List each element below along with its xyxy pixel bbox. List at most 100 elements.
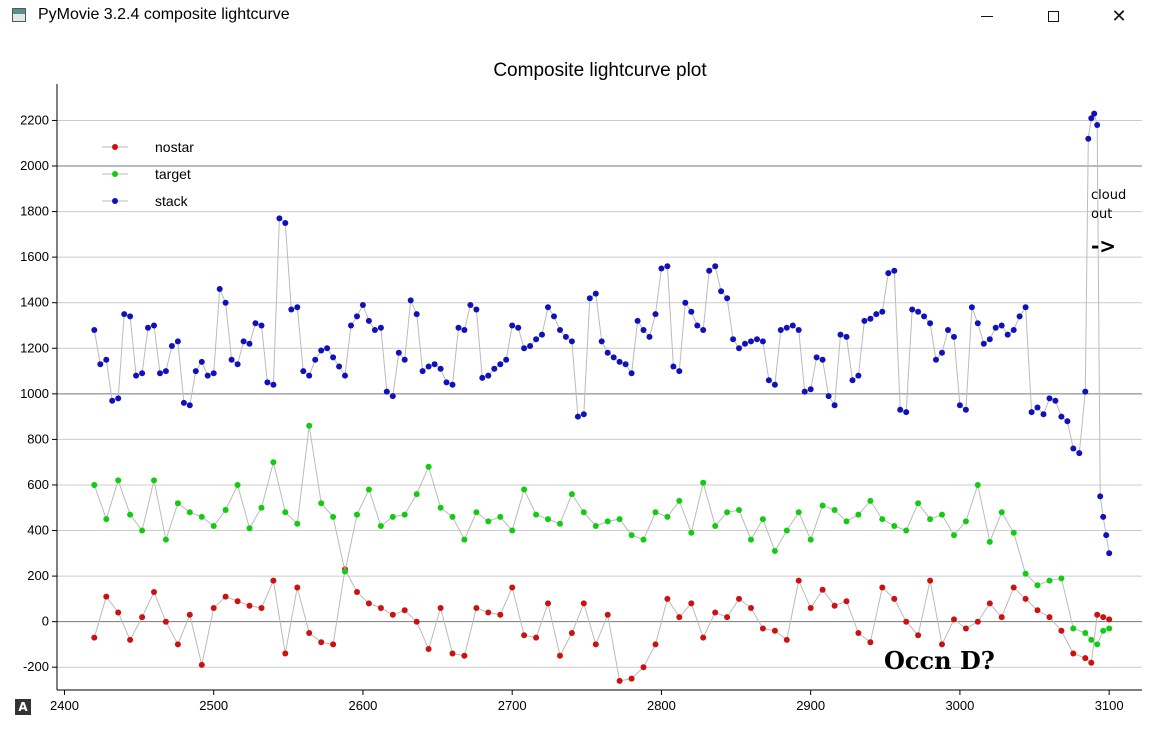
- data-point-stack: [371, 327, 378, 333]
- data-point-target: [843, 518, 850, 525]
- data-point-target: [580, 509, 587, 516]
- data-point-target: [891, 523, 898, 529]
- data-point-nostar: [282, 650, 289, 657]
- data-point-target: [915, 500, 922, 507]
- data-point-target: [819, 502, 826, 509]
- data-point-target: [652, 509, 659, 516]
- x-tick-label: 3000: [945, 698, 974, 713]
- data-point-stack: [622, 361, 629, 368]
- data-point-stack: [210, 370, 217, 377]
- data-point-target: [557, 520, 563, 527]
- data-point-target: [748, 536, 754, 543]
- data-point-stack: [718, 288, 725, 295]
- data-point-stack: [1097, 493, 1104, 500]
- data-point-nostar: [986, 600, 993, 607]
- data-point-target: [318, 500, 325, 507]
- data-point-stack: [145, 324, 151, 331]
- data-point-stack: [1100, 513, 1107, 520]
- data-point-target: [425, 463, 432, 470]
- maximize-icon: [1047, 10, 1059, 22]
- minimize-button[interactable]: [964, 0, 1010, 32]
- x-tick-label: 3100: [1095, 698, 1124, 713]
- data-point-stack: [1052, 397, 1059, 404]
- data-point-stack: [449, 381, 456, 388]
- data-point-stack: [1094, 122, 1101, 128]
- data-point-stack: [748, 338, 754, 345]
- data-point-stack: [204, 372, 211, 379]
- data-point-stack: [479, 374, 486, 381]
- data-point-target: [186, 509, 193, 516]
- title-bar[interactable]: PyMovie 3.2.4 composite lightcurve ✕: [0, 0, 1152, 32]
- data-point-stack: [1040, 411, 1047, 418]
- data-point-nostar: [951, 616, 957, 623]
- occultation-annotation: Occn D?: [884, 646, 995, 675]
- y-tick-label: 400: [27, 523, 49, 538]
- data-point-nostar: [461, 652, 468, 659]
- data-point-stack: [1034, 404, 1041, 411]
- data-point-stack: [133, 372, 140, 379]
- data-point-nostar: [354, 589, 360, 595]
- data-point-nostar: [1058, 627, 1065, 634]
- data-point-stack: [676, 368, 683, 375]
- data-point-nostar: [222, 593, 229, 600]
- data-point-nostar: [700, 634, 707, 641]
- auto-range-button[interactable]: A: [15, 699, 31, 715]
- data-point-stack: [933, 356, 939, 363]
- data-point-target: [831, 507, 838, 513]
- y-tick-label: 2200: [20, 112, 49, 127]
- data-point-stack: [192, 368, 199, 375]
- data-point-stack: [455, 324, 462, 331]
- data-point-target: [1058, 575, 1065, 582]
- data-point-target: [461, 536, 468, 543]
- data-point-stack: [682, 299, 689, 306]
- data-point-target: [867, 497, 874, 504]
- data-point-stack: [861, 317, 868, 324]
- close-button[interactable]: ✕: [1096, 0, 1142, 32]
- data-point-stack: [180, 399, 187, 406]
- data-point-target: [533, 511, 540, 518]
- data-point-stack: [365, 317, 372, 324]
- data-point-target: [795, 509, 802, 516]
- data-point-nostar: [437, 605, 444, 611]
- data-point-nostar: [246, 602, 253, 609]
- data-point-target: [939, 511, 945, 518]
- data-point-target: [759, 516, 766, 523]
- data-point-nostar: [616, 677, 623, 684]
- data-point-target: [449, 513, 456, 520]
- data-point-stack: [461, 327, 468, 333]
- data-point-target: [485, 518, 492, 525]
- data-point-nostar: [139, 614, 146, 621]
- data-point-stack: [580, 411, 587, 418]
- grid: [57, 119, 1142, 668]
- data-point-nostar: [592, 641, 599, 648]
- data-point-target: [151, 477, 157, 484]
- data-point-stack: [765, 377, 772, 384]
- data-point-stack: [168, 343, 175, 349]
- data-point-target: [545, 516, 551, 523]
- data-point-stack: [557, 327, 563, 333]
- data-point-nostar: [831, 602, 838, 609]
- data-point-target: [509, 527, 516, 534]
- data-point-stack: [109, 397, 116, 404]
- data-point-stack: [467, 302, 474, 308]
- data-point-nostar: [855, 630, 862, 636]
- data-point-nostar: [473, 605, 480, 611]
- data-point-stack: [539, 331, 545, 338]
- data-point-nostar: [927, 577, 934, 584]
- data-point-stack: [801, 388, 808, 395]
- data-point-nostar: [891, 595, 898, 602]
- data-point-stack: [885, 270, 892, 277]
- legend-label-stack: stack: [155, 193, 189, 209]
- data-point-nostar: [509, 584, 516, 591]
- data-point-nostar: [186, 611, 193, 618]
- data-point-target: [807, 536, 814, 543]
- data-point-stack: [819, 356, 826, 363]
- data-point-stack: [395, 349, 402, 356]
- data-point-target: [616, 516, 623, 523]
- data-point-nostar: [652, 641, 659, 648]
- maximize-button[interactable]: [1030, 0, 1076, 32]
- data-point-target: [903, 527, 910, 534]
- data-point-target: [282, 509, 289, 516]
- data-point-stack: [921, 313, 928, 320]
- lightcurve-chart[interactable]: Composite lightcurve plot -200 0 200 400 600…: [0, 32, 1152, 730]
